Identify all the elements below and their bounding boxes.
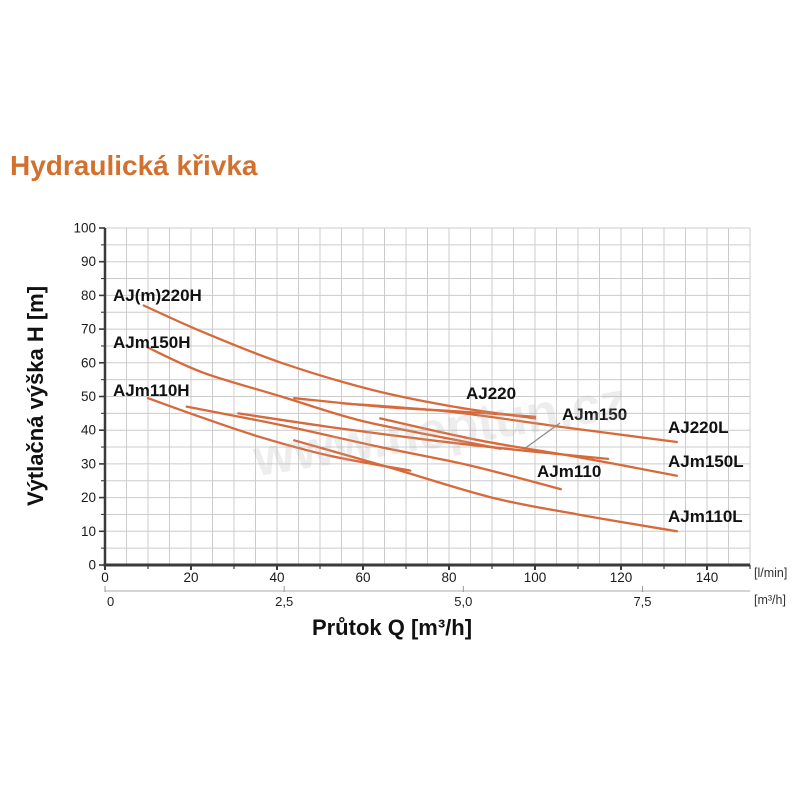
x-axis-title: Průtok Q [m³/h] — [311, 615, 473, 640]
x-tick-label-m3h: 7,5 — [633, 594, 651, 609]
x-tick-label-lmin: 100 — [524, 570, 547, 585]
page-title: Hydraulická křivka — [10, 150, 258, 181]
y-tick-label: 90 — [81, 254, 96, 269]
y-tick-label: 20 — [81, 490, 96, 505]
y-axis-title: Výtlačná výška H [m] — [23, 285, 48, 507]
hydraulic-curve-chart: 0 10 20 30 40 50 60 70 80 90 100 0 20 40 60 80 100 120 140… — [23, 221, 788, 641]
curve-AJ220L — [340, 402, 679, 444]
curve-label-AJ220L: AJ220L — [668, 418, 728, 437]
y-tick-label: 0 — [88, 558, 96, 573]
x-tick-label-lmin: 0 — [101, 570, 109, 585]
x-tick-label-lmin: 20 — [183, 570, 198, 585]
x-ticks — [104, 565, 751, 570]
curve-label-AJm110: AJm110 — [537, 462, 601, 481]
y-tick-label: 80 — [81, 288, 96, 303]
curve-AJ(m)220H — [142, 304, 537, 420]
y-tick-label: 10 — [81, 524, 96, 539]
x-tick-label-lmin: 60 — [355, 570, 370, 585]
chart-canvas: 0 10 20 30 40 50 60 70 80 90 100 0 20 40 60 80 100 120 140… — [73, 221, 751, 609]
y-tick-label: 30 — [81, 456, 96, 471]
x-tick-label-m3h: 2,5 — [275, 594, 293, 609]
curve-label-AJ(m)220H: AJ(m)220H — [113, 286, 202, 305]
y-tick-label: 50 — [81, 389, 96, 404]
x-tick-label-lmin: 140 — [696, 570, 719, 585]
x-tick-label-m3h: 5,0 — [454, 594, 472, 609]
curve-AJm150L — [379, 417, 679, 477]
curve-AJm150H — [146, 346, 502, 450]
x-tick-label-lmin: 120 — [610, 570, 633, 585]
curve-label-AJm110H: AJm110H — [113, 381, 190, 400]
grid — [104, 227, 751, 566]
curve-label-AJm150H: AJm150H — [113, 333, 191, 352]
y-tick-label: 70 — [81, 322, 96, 337]
x-unit-m3h-label: [m³/h] — [754, 593, 786, 607]
y-tick-label: 60 — [81, 355, 96, 370]
x-tick-label-m3h: 0 — [107, 594, 114, 609]
curve-label-AJm150: AJm150 — [562, 405, 627, 424]
curve-label-AJm150L: AJm150L — [668, 452, 744, 471]
x-tick-label-lmin: 40 — [269, 570, 284, 585]
label-leader-line — [523, 422, 561, 450]
y-tick-label: 100 — [73, 221, 96, 236]
x-unit-lmin-label: [l/min] — [754, 566, 788, 580]
curve-label-AJm110L: AJm110L — [668, 507, 743, 526]
y-tick-label: 40 — [81, 423, 96, 438]
y-ticks — [99, 227, 105, 566]
curve-label-AJ220: AJ220 — [466, 384, 516, 403]
curve-AJm110L — [293, 439, 679, 533]
curve-AJm110H — [146, 397, 412, 472]
curve-AJm110 — [185, 405, 562, 491]
x-tick-label-lmin: 80 — [441, 570, 456, 585]
